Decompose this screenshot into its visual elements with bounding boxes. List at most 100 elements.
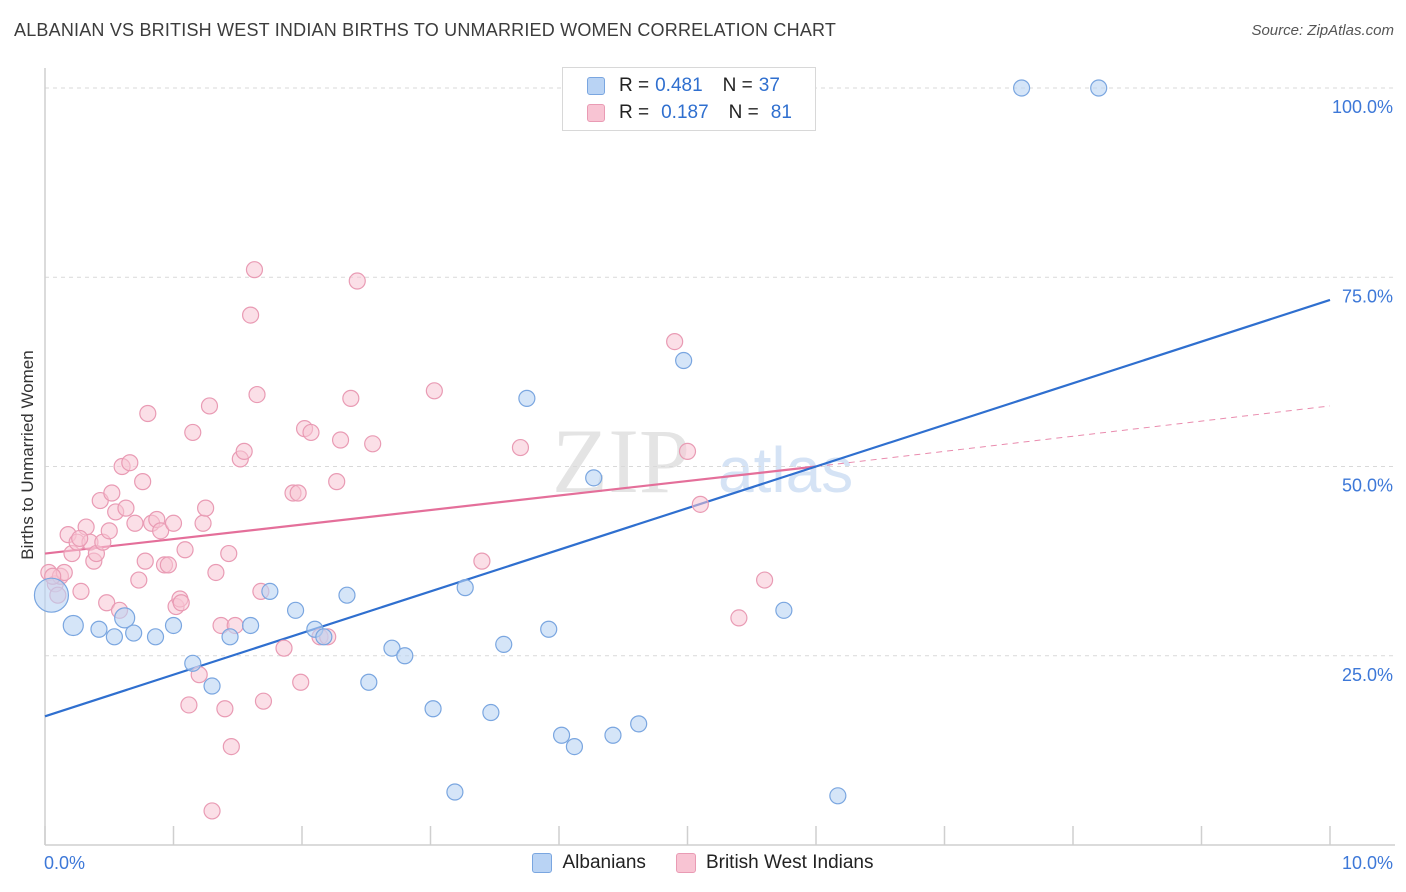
british-west-indians-point	[678, 442, 697, 460]
british-west-indians-point	[473, 552, 491, 570]
legend-item-british-west-indians[interactable]: British West Indians	[675, 852, 874, 874]
british-west-indians-point	[100, 522, 118, 540]
british-west-indians-point	[254, 692, 273, 710]
r-label: R =	[619, 102, 650, 123]
n-label: N =	[728, 102, 759, 123]
albanians-point	[540, 620, 558, 638]
british-west-indians-point	[348, 272, 366, 290]
british-west-indians-point	[134, 473, 152, 491]
british-west-indians-point	[72, 582, 90, 601]
british-west-indians-point	[302, 423, 320, 442]
albanians-point	[125, 624, 143, 642]
british-west-indians-point	[98, 594, 116, 612]
stats-legend: R = 0.481 N = 37 R = 0.187 N = 81	[562, 67, 816, 131]
n-value: 81	[770, 102, 792, 123]
chart-title: ALBANIAN VS BRITISH WEST INDIAN BIRTHS T…	[14, 20, 837, 40]
albanians-point	[315, 628, 333, 646]
british-west-indians-point	[328, 473, 346, 491]
tick-labels: 25.0% 50.0% 75.0% 100.0% 0.0% 10.0%	[44, 97, 1393, 873]
albanians-point	[360, 673, 378, 691]
series-legend: Albanians British West Indians	[0, 852, 1406, 874]
british-west-indians-point	[176, 541, 194, 559]
british-west-indians-point	[207, 563, 225, 582]
albanians-point	[630, 715, 648, 733]
british-west-indians-point	[180, 696, 198, 714]
albanians-point	[383, 639, 401, 657]
british-west-indians-point	[342, 389, 360, 407]
albanians-point	[396, 647, 414, 665]
british-west-indians-points	[40, 261, 774, 820]
albanians-point	[203, 677, 221, 695]
source-note: Source: ZipAtlas.com	[1251, 22, 1394, 39]
r-value: 0.187	[661, 102, 709, 123]
albanians-point	[261, 582, 279, 601]
british-west-indians-point	[71, 529, 89, 548]
british-west-indians-point	[172, 594, 190, 612]
albanians-point	[221, 628, 239, 646]
british-west-indians-point	[235, 442, 253, 460]
albanians-point	[518, 389, 536, 407]
r-value: 0.481	[655, 75, 703, 96]
watermark: ZIP atlas	[552, 410, 853, 512]
trend-lines	[44, 298, 1331, 718]
british-west-indians-point	[159, 556, 177, 574]
albanians-point	[482, 703, 500, 722]
british-west-indians-point	[152, 522, 170, 540]
x-tick-label: 10.0%	[1342, 853, 1393, 873]
albanians-point	[456, 579, 474, 597]
british-west-indians-point	[242, 306, 260, 324]
british-west-indians-trend-line	[44, 465, 817, 555]
r-label: R =	[619, 75, 650, 96]
british-west-indians-point	[130, 571, 148, 589]
british-west-indians-point	[200, 397, 219, 415]
albanians-points	[33, 79, 1108, 805]
albanians-point	[146, 628, 165, 646]
albanians-point	[424, 700, 442, 718]
british-west-indians-point	[755, 571, 774, 589]
n-label: N =	[722, 75, 753, 96]
albanians-point	[184, 654, 202, 672]
albanians-point	[829, 787, 847, 805]
british-west-indians-point	[222, 737, 240, 756]
legend-label: Albanians	[562, 852, 646, 873]
gridlines	[45, 87, 1395, 657]
british-west-indians-point	[164, 514, 183, 532]
albanians-point	[1090, 79, 1108, 97]
y-tick-label: 50.0%	[1342, 476, 1393, 496]
albanians-point	[105, 628, 123, 646]
albanians-point	[446, 783, 464, 801]
british-west-indians-point	[139, 404, 157, 423]
british-west-indians-point	[691, 495, 709, 513]
british-west-indians-point	[289, 484, 307, 502]
albanians-point	[90, 620, 108, 638]
british-west-indians-point	[103, 484, 121, 502]
british-west-indians-point	[245, 261, 264, 279]
british-west-indians-point	[136, 552, 154, 570]
british-west-indians-point	[220, 544, 238, 563]
legend-label: British West Indians	[705, 852, 874, 873]
british-west-indians-point	[117, 499, 135, 517]
legend-item-albanians[interactable]: Albanians	[532, 852, 646, 874]
albanians-point	[552, 726, 571, 744]
albanians-point	[164, 616, 183, 635]
british-west-indians-point	[331, 431, 350, 449]
british-west-indians-point	[126, 514, 144, 532]
n-value: 37	[758, 75, 780, 96]
albanians-point	[675, 351, 693, 370]
albanians-point	[565, 737, 584, 756]
british-west-indians-point	[425, 382, 443, 400]
british-west-indians-point	[730, 609, 748, 627]
y-tick-label: 25.0%	[1342, 665, 1393, 685]
albanians-swatch	[532, 853, 553, 873]
albanians-swatch	[587, 77, 605, 95]
x-tick-label: 0.0%	[44, 853, 85, 873]
albanians-point	[585, 469, 603, 487]
british-west-indians-point	[197, 499, 215, 517]
legend-row-albanians: R = 0.481 N = 37	[587, 73, 780, 99]
legend-row-british-west-indians: R = 0.187 N = 81	[587, 100, 792, 126]
albanians-point	[62, 614, 84, 637]
albanians-point	[33, 577, 70, 613]
british-west-indians-point	[194, 514, 212, 532]
y-tick-label: 75.0%	[1342, 286, 1393, 306]
